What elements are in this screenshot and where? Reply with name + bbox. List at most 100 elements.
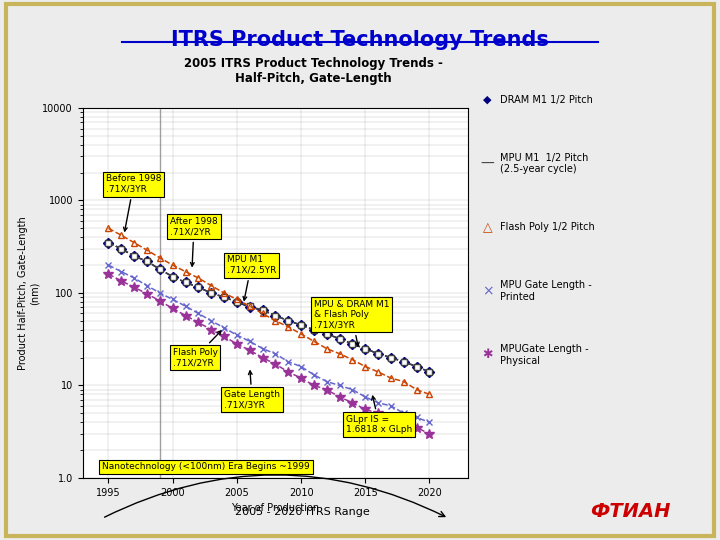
X-axis label: Year of Production: Year of Production <box>231 503 320 513</box>
MPU M1  1/2 Pitch
(2.5-year cycle) <box>130 253 138 259</box>
Flash Poly 1/2 Pitch <box>207 282 215 289</box>
DRAM M1 1/2 Pitch <box>220 294 228 300</box>
MPU Gate Length -
Printed <box>323 379 331 385</box>
MPU M1  1/2 Pitch
(2.5-year cycle) <box>374 350 382 357</box>
MPU Gate Length -
Printed <box>246 338 254 345</box>
Flash Poly 1/2 Pitch <box>130 239 138 246</box>
DRAM M1 1/2 Pitch <box>233 299 241 305</box>
MPU M1  1/2 Pitch
(2.5-year cycle) <box>284 318 292 324</box>
MPUGate Length -
Physical <box>284 369 292 375</box>
Text: △: △ <box>482 221 492 234</box>
DRAM M1 1/2 Pitch <box>400 359 408 365</box>
DRAM M1 1/2 Pitch <box>310 327 318 333</box>
MPUGate Length -
Physical <box>400 419 408 426</box>
Text: ✱: ✱ <box>482 348 492 361</box>
Flash Poly 1/2 Pitch <box>348 356 356 363</box>
MPU M1  1/2 Pitch
(2.5-year cycle) <box>271 312 280 319</box>
MPU M1  1/2 Pitch
(2.5-year cycle) <box>194 284 203 291</box>
Flash Poly 1/2 Pitch <box>336 350 344 357</box>
DRAM M1 1/2 Pitch <box>207 289 215 296</box>
DRAM M1 1/2 Pitch <box>361 346 369 352</box>
MPUGate Length -
Physical <box>374 410 382 416</box>
MPU Gate Length -
Printed <box>130 275 138 281</box>
MPU Gate Length -
Printed <box>220 325 228 331</box>
DRAM M1 1/2 Pitch <box>130 253 138 259</box>
MPU Gate Length -
Printed <box>233 332 241 339</box>
DRAM M1 1/2 Pitch <box>374 350 382 357</box>
MPUGate Length -
Physical <box>413 424 421 431</box>
Flash Poly 1/2 Pitch <box>361 363 369 370</box>
MPU Gate Length -
Printed <box>168 296 177 303</box>
DRAM M1 1/2 Pitch <box>104 239 113 246</box>
Flash Poly 1/2 Pitch <box>323 346 331 352</box>
MPUGate Length -
Physical <box>310 382 318 389</box>
MPU M1  1/2 Pitch
(2.5-year cycle) <box>143 258 151 265</box>
Text: ×: × <box>482 284 493 298</box>
MPU M1  1/2 Pitch
(2.5-year cycle) <box>336 335 344 342</box>
MPUGate Length -
Physical <box>220 333 228 340</box>
MPUGate Length -
Physical <box>361 406 369 413</box>
MPU Gate Length -
Printed <box>143 282 151 289</box>
Text: Nanotechnology (<100nm) Era Begins ~1999: Nanotechnology (<100nm) Era Begins ~1999 <box>102 462 310 471</box>
Text: DRAM M1 1/2 Pitch: DRAM M1 1/2 Pitch <box>500 95 593 105</box>
MPU Gate Length -
Printed <box>194 310 203 316</box>
Flash Poly 1/2 Pitch <box>233 296 241 303</box>
MPUGate Length -
Physical <box>425 430 433 437</box>
MPU M1  1/2 Pitch
(2.5-year cycle) <box>310 327 318 333</box>
MPU Gate Length -
Printed <box>348 387 356 393</box>
MPUGate Length -
Physical <box>156 298 164 304</box>
MPU Gate Length -
Printed <box>271 350 280 357</box>
DRAM M1 1/2 Pitch <box>194 284 203 291</box>
Text: Before 1998
.71X/3YR: Before 1998 .71X/3YR <box>106 174 161 231</box>
MPU Gate Length -
Printed <box>297 363 305 370</box>
MPU Gate Length -
Printed <box>207 318 215 324</box>
Text: 2005 - 2020 ITRS Range: 2005 - 2020 ITRS Range <box>235 507 370 517</box>
Line: MPUGate Length -
Physical: MPUGate Length - Physical <box>104 269 434 438</box>
MPU M1  1/2 Pitch
(2.5-year cycle) <box>258 307 267 314</box>
MPU M1  1/2 Pitch
(2.5-year cycle) <box>400 359 408 365</box>
MPUGate Length -
Physical <box>117 278 125 284</box>
Text: MPU & DRAM M1
& Flash Poly
.71X/3YR: MPU & DRAM M1 & Flash Poly .71X/3YR <box>314 300 390 346</box>
DRAM M1 1/2 Pitch <box>143 258 151 265</box>
Flash Poly 1/2 Pitch <box>400 379 408 385</box>
MPU Gate Length -
Printed <box>284 359 292 365</box>
Flash Poly 1/2 Pitch <box>117 232 125 239</box>
MPUGate Length -
Physical <box>246 347 254 354</box>
MPU M1  1/2 Pitch
(2.5-year cycle) <box>387 354 395 361</box>
MPU Gate Length -
Printed <box>310 372 318 378</box>
Flash Poly 1/2 Pitch <box>387 375 395 381</box>
Flash Poly 1/2 Pitch <box>168 262 177 268</box>
MPU M1  1/2 Pitch
(2.5-year cycle) <box>348 341 356 347</box>
MPUGate Length -
Physical <box>181 312 190 319</box>
DRAM M1 1/2 Pitch <box>156 266 164 273</box>
MPU Gate Length -
Printed <box>258 346 267 352</box>
Text: After 1998
.71X/2YR: After 1998 .71X/2YR <box>170 217 218 266</box>
MPU Gate Length -
Printed <box>117 268 125 275</box>
Text: Flash Poly
.71X/2YR: Flash Poly .71X/2YR <box>173 331 221 367</box>
DRAM M1 1/2 Pitch <box>413 363 421 370</box>
MPUGate Length -
Physical <box>323 387 331 393</box>
DRAM M1 1/2 Pitch <box>168 273 177 280</box>
Flash Poly 1/2 Pitch <box>425 391 433 397</box>
DRAM M1 1/2 Pitch <box>387 354 395 361</box>
Line: MPU Gate Length -
Printed: MPU Gate Length - Printed <box>105 262 433 426</box>
MPUGate Length -
Physical <box>194 319 203 326</box>
Line: DRAM M1 1/2 Pitch: DRAM M1 1/2 Pitch <box>105 239 433 375</box>
MPUGate Length -
Physical <box>233 341 241 347</box>
Text: ITRS Product Technology Trends: ITRS Product Technology Trends <box>171 30 549 50</box>
MPU M1  1/2 Pitch
(2.5-year cycle) <box>117 246 125 252</box>
Flash Poly 1/2 Pitch <box>271 318 280 324</box>
MPUGate Length -
Physical <box>168 305 177 312</box>
MPU M1  1/2 Pitch
(2.5-year cycle) <box>361 346 369 352</box>
DRAM M1 1/2 Pitch <box>246 304 254 310</box>
MPU M1  1/2 Pitch
(2.5-year cycle) <box>168 273 177 280</box>
DRAM M1 1/2 Pitch <box>323 330 331 337</box>
MPUGate Length -
Physical <box>297 375 305 381</box>
Flash Poly 1/2 Pitch <box>284 323 292 330</box>
Flash Poly 1/2 Pitch <box>104 225 113 232</box>
Text: GLpr IS =
1.6818 x GLph: GLpr IS = 1.6818 x GLph <box>346 396 413 434</box>
DRAM M1 1/2 Pitch <box>258 307 267 314</box>
MPU Gate Length -
Printed <box>413 414 421 421</box>
Text: Flash Poly 1/2 Pitch: Flash Poly 1/2 Pitch <box>500 222 595 232</box>
Line: MPU M1  1/2 Pitch
(2.5-year cycle): MPU M1 1/2 Pitch (2.5-year cycle) <box>105 239 433 375</box>
